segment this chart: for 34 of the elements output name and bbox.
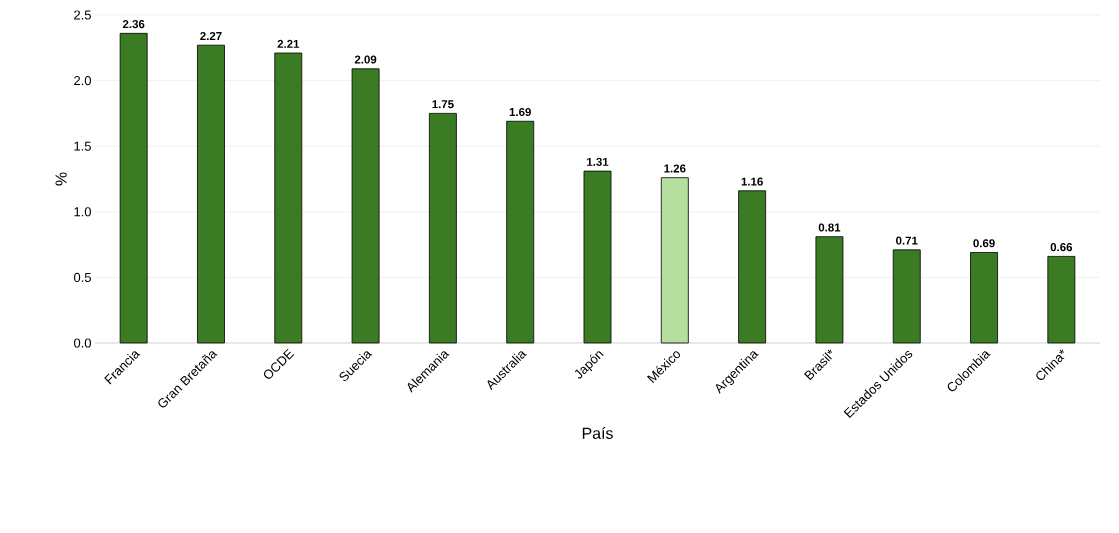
y-tick-label: 2.0 xyxy=(74,76,91,86)
data-label: 1.69 xyxy=(509,107,531,117)
bar xyxy=(970,252,998,344)
y-tick-label: 2.5 xyxy=(74,10,91,20)
y-tick-label: 0.5 xyxy=(73,272,91,282)
bar xyxy=(892,249,921,344)
y-tick-label: 1.5 xyxy=(74,141,91,151)
bar xyxy=(428,112,457,344)
bar xyxy=(583,170,612,344)
data-label: 0.69 xyxy=(973,239,995,248)
bar xyxy=(815,236,844,344)
bar xyxy=(506,120,535,344)
data-label: 1.26 xyxy=(664,164,686,173)
data-label: 2.27 xyxy=(200,31,222,40)
data-label: 1.75 xyxy=(432,100,454,109)
data-label: 0.66 xyxy=(1050,243,1073,252)
data-label: 2.36 xyxy=(122,20,145,29)
bar xyxy=(119,32,148,344)
data-label: 1.16 xyxy=(741,177,763,186)
x-axis-title: País xyxy=(582,427,613,439)
bar xyxy=(1047,255,1076,344)
data-label: 2.21 xyxy=(277,39,300,48)
bar xyxy=(197,44,225,344)
bar xyxy=(351,68,380,344)
data-label: 2.09 xyxy=(354,55,377,64)
bar xyxy=(274,52,303,344)
y-tick-label: 0.0 xyxy=(73,338,91,348)
y-tick-label: 1.0 xyxy=(74,207,91,217)
y-axis-title: % xyxy=(55,172,67,186)
bar xyxy=(738,190,767,344)
bar xyxy=(660,177,689,344)
data-label: 0.81 xyxy=(818,223,841,232)
data-label: 1.31 xyxy=(587,157,609,166)
data-label: 0.71 xyxy=(896,236,918,245)
